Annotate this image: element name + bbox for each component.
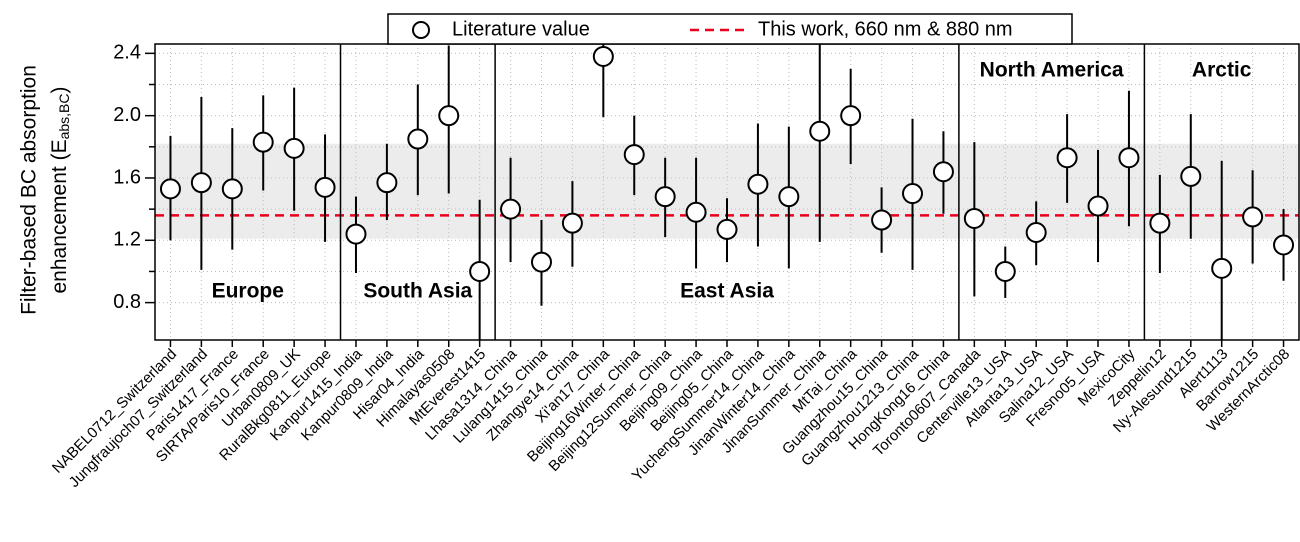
point: [1180, 165, 1202, 187]
point: [283, 137, 305, 159]
y-label-text: enhancement (E: [48, 139, 71, 293]
group-label: North America: [980, 59, 1124, 82]
group-label: Arctic: [1192, 59, 1252, 82]
point: [561, 212, 583, 234]
y-label-text: ): [48, 86, 71, 93]
y-label-line: enhancement (Eabs,BC): [48, 86, 72, 293]
y-tick-label: 2.0: [113, 104, 141, 126]
y-tick-label: 1.6: [113, 166, 141, 188]
legend: [387, 13, 1073, 45]
point: [407, 128, 429, 150]
point: [1025, 222, 1047, 244]
group-label: South Asia: [363, 280, 472, 303]
point: [469, 260, 491, 282]
legend-marker: [412, 21, 430, 39]
point: [376, 172, 398, 194]
point: [592, 45, 614, 67]
point: [1087, 195, 1109, 217]
point: [1242, 206, 1264, 228]
point: [1056, 147, 1078, 169]
y-label-line: Filter-based BC absorption: [18, 65, 41, 315]
y-axis-label: Filter-based BC absorption enhancement (…: [18, 65, 72, 315]
point: [994, 260, 1016, 282]
point: [778, 186, 800, 208]
y-label-sub: abs,BC: [56, 93, 72, 139]
point: [252, 131, 274, 153]
legend-label: Literature value: [452, 18, 590, 40]
group-label: Europe: [212, 280, 284, 303]
point: [221, 178, 243, 200]
point: [932, 161, 954, 183]
group-label: East Asia: [680, 280, 774, 303]
y-tick-label: 0.8: [113, 291, 141, 313]
legend-label: This work, 660 nm & 880 nm: [758, 18, 1013, 40]
point: [809, 120, 831, 142]
point: [530, 251, 552, 273]
point: [159, 178, 181, 200]
point: [747, 173, 769, 195]
y-tick-label: 1.2: [113, 229, 141, 251]
point: [500, 198, 522, 220]
y-tick-label: 2.4: [113, 42, 141, 64]
point: [1211, 257, 1233, 279]
point: [685, 201, 707, 223]
point: [716, 218, 738, 240]
point: [190, 172, 212, 194]
point: [1149, 212, 1171, 234]
point: [438, 105, 460, 127]
point: [623, 144, 645, 166]
point: [654, 186, 676, 208]
point: [345, 223, 367, 245]
point: [871, 209, 893, 231]
point: [963, 207, 985, 229]
point: [1273, 234, 1295, 256]
point: [314, 176, 336, 198]
point: [840, 105, 862, 127]
point: [902, 183, 924, 205]
point: [1118, 147, 1140, 169]
